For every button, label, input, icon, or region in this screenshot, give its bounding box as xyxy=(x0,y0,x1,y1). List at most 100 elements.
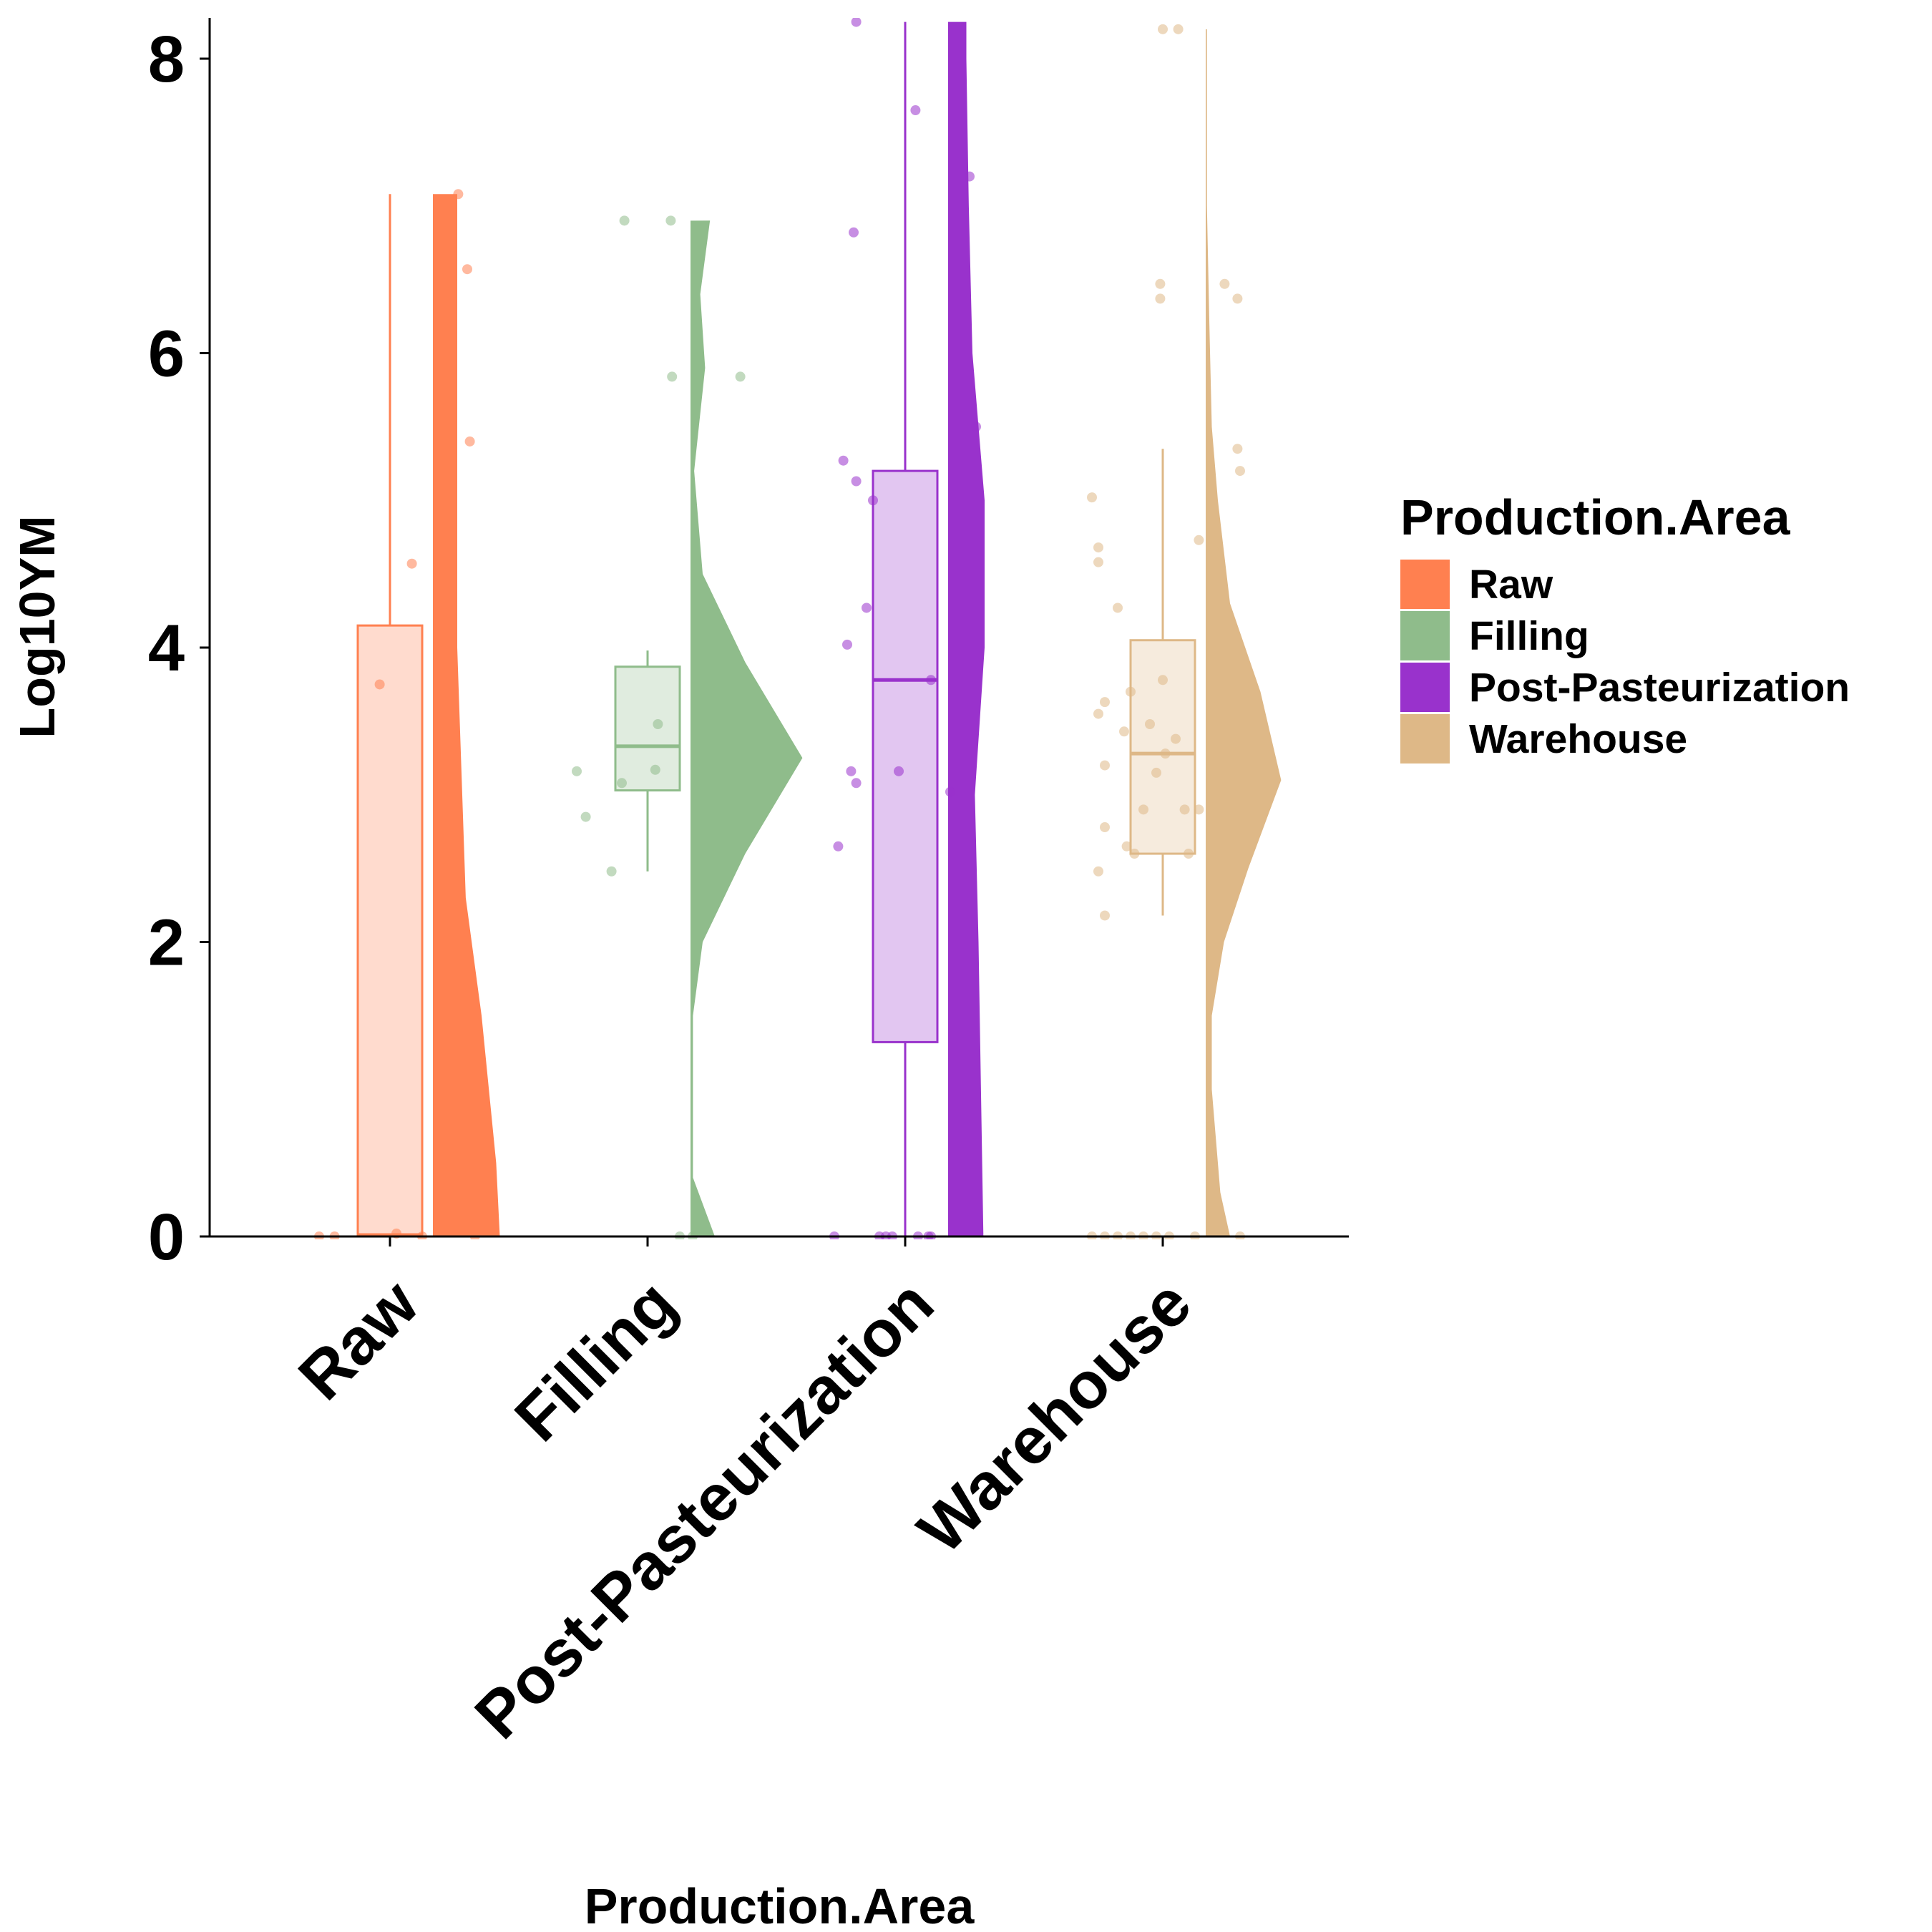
data-point xyxy=(572,766,582,776)
legend-label: Post-Pasteurization xyxy=(1469,665,1850,711)
data-point xyxy=(1100,760,1110,771)
data-point xyxy=(1087,492,1097,503)
series-raw xyxy=(314,189,500,1239)
data-point xyxy=(1158,675,1168,686)
data-point xyxy=(971,421,981,432)
data-point xyxy=(653,718,663,729)
data-point xyxy=(1126,686,1136,697)
x-tick-label: Filling xyxy=(502,1267,691,1455)
data-point xyxy=(453,189,464,200)
x-tick-label: Warehouse xyxy=(904,1267,1205,1567)
data-point xyxy=(1171,733,1181,744)
data-point xyxy=(849,227,859,238)
data-point xyxy=(1179,804,1190,815)
legend: Production.Area Raw Filling Post-Pasteuriz… xyxy=(1400,489,1850,763)
series-post-pasteurization xyxy=(829,18,985,1239)
data-point xyxy=(1151,767,1161,778)
legend-label: Filling xyxy=(1469,613,1589,659)
data-point xyxy=(1100,697,1110,708)
data-point xyxy=(665,215,676,226)
legend-swatch xyxy=(1400,560,1450,609)
data-point xyxy=(1100,910,1110,921)
data-point xyxy=(894,766,904,776)
data-point xyxy=(1093,708,1103,719)
box xyxy=(614,665,681,792)
density-cloud xyxy=(948,21,985,1236)
data-point xyxy=(667,371,678,382)
legend-item: Post-Pasteurization xyxy=(1400,663,1850,712)
plot-area xyxy=(314,18,1282,1239)
data-point xyxy=(617,778,627,789)
data-point xyxy=(619,215,630,226)
box xyxy=(356,624,424,1238)
data-point xyxy=(1173,24,1184,34)
data-point xyxy=(868,495,878,506)
y-tick-label: 2 xyxy=(148,907,185,980)
data-point xyxy=(846,766,857,776)
data-point xyxy=(606,866,617,877)
data-point xyxy=(1138,804,1148,815)
data-point xyxy=(1145,718,1155,729)
x-axis-title: Production.Area xyxy=(585,1878,975,1932)
legend-label: Warehouse xyxy=(1469,716,1687,762)
data-point xyxy=(965,171,975,182)
data-point xyxy=(1119,726,1129,737)
y-ticks: 0 2 4 6 8 xyxy=(148,23,210,1274)
x-tick-label: Raw xyxy=(285,1267,432,1414)
y-tick-label: 0 xyxy=(148,1201,185,1274)
data-point xyxy=(1194,535,1204,545)
data-point xyxy=(1206,701,1217,712)
data-point xyxy=(838,455,849,466)
box xyxy=(1129,639,1196,855)
legend-label: Raw xyxy=(1469,562,1553,608)
data-point xyxy=(1093,866,1103,877)
data-point xyxy=(1155,278,1166,289)
data-point xyxy=(926,675,936,686)
data-point xyxy=(862,602,872,613)
data-point xyxy=(1121,841,1132,852)
data-point xyxy=(1160,748,1171,759)
legend-item: Raw xyxy=(1400,560,1553,609)
data-point xyxy=(1113,602,1123,613)
data-point xyxy=(851,778,862,789)
y-tick-label: 4 xyxy=(148,612,185,685)
data-point xyxy=(833,841,844,852)
data-point xyxy=(851,18,862,27)
data-point xyxy=(374,679,385,690)
series-filling xyxy=(572,215,803,1239)
data-point xyxy=(1194,804,1204,815)
y-tick-label: 8 xyxy=(148,23,185,96)
legend-swatch xyxy=(1400,714,1450,763)
data-point xyxy=(1100,822,1110,833)
legend-item: Filling xyxy=(1400,611,1589,660)
data-point xyxy=(650,764,660,775)
data-point xyxy=(580,811,591,822)
data-point xyxy=(842,639,852,650)
legend-swatch xyxy=(1400,663,1450,712)
legend-swatch xyxy=(1400,611,1450,660)
data-point xyxy=(1209,547,1219,557)
data-point xyxy=(1093,557,1103,567)
y-axis-title: Log10YM xyxy=(9,515,65,738)
data-point xyxy=(1232,293,1243,304)
legend-title: Production.Area xyxy=(1400,489,1791,545)
x-tick-label: Post-Pasteurization xyxy=(462,1267,947,1752)
data-point xyxy=(1232,444,1243,454)
box xyxy=(872,469,939,1043)
data-point xyxy=(1158,24,1168,34)
data-point xyxy=(1184,849,1194,859)
data-point xyxy=(406,558,417,569)
data-point xyxy=(1155,293,1166,304)
data-point xyxy=(910,105,921,116)
data-point xyxy=(1235,466,1245,477)
data-point xyxy=(462,264,472,275)
axes xyxy=(208,18,1349,1238)
density-cloud xyxy=(433,194,500,1236)
data-point xyxy=(945,786,955,797)
density-cloud xyxy=(1206,29,1282,1237)
data-point xyxy=(1219,278,1230,289)
series-warehouse xyxy=(1087,24,1282,1239)
y-tick-label: 6 xyxy=(148,318,185,391)
